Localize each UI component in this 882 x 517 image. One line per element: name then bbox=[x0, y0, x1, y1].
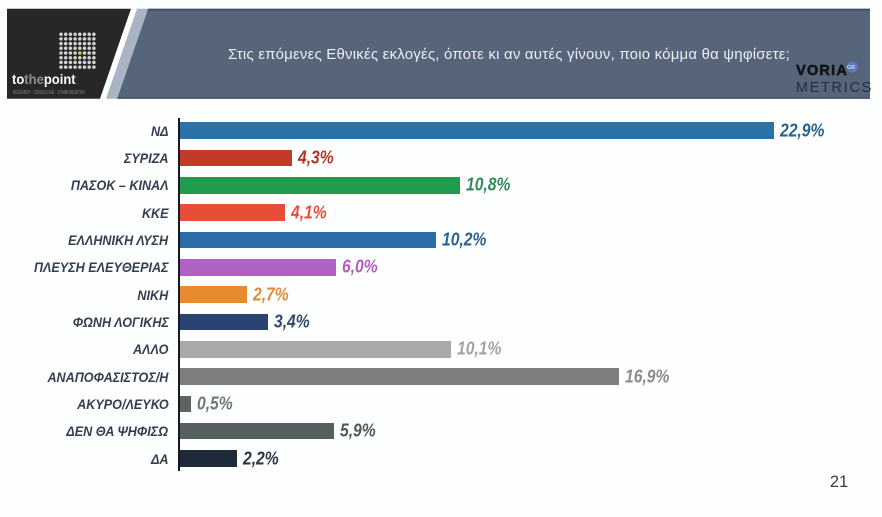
svg-text:GR: GR bbox=[847, 65, 855, 71]
